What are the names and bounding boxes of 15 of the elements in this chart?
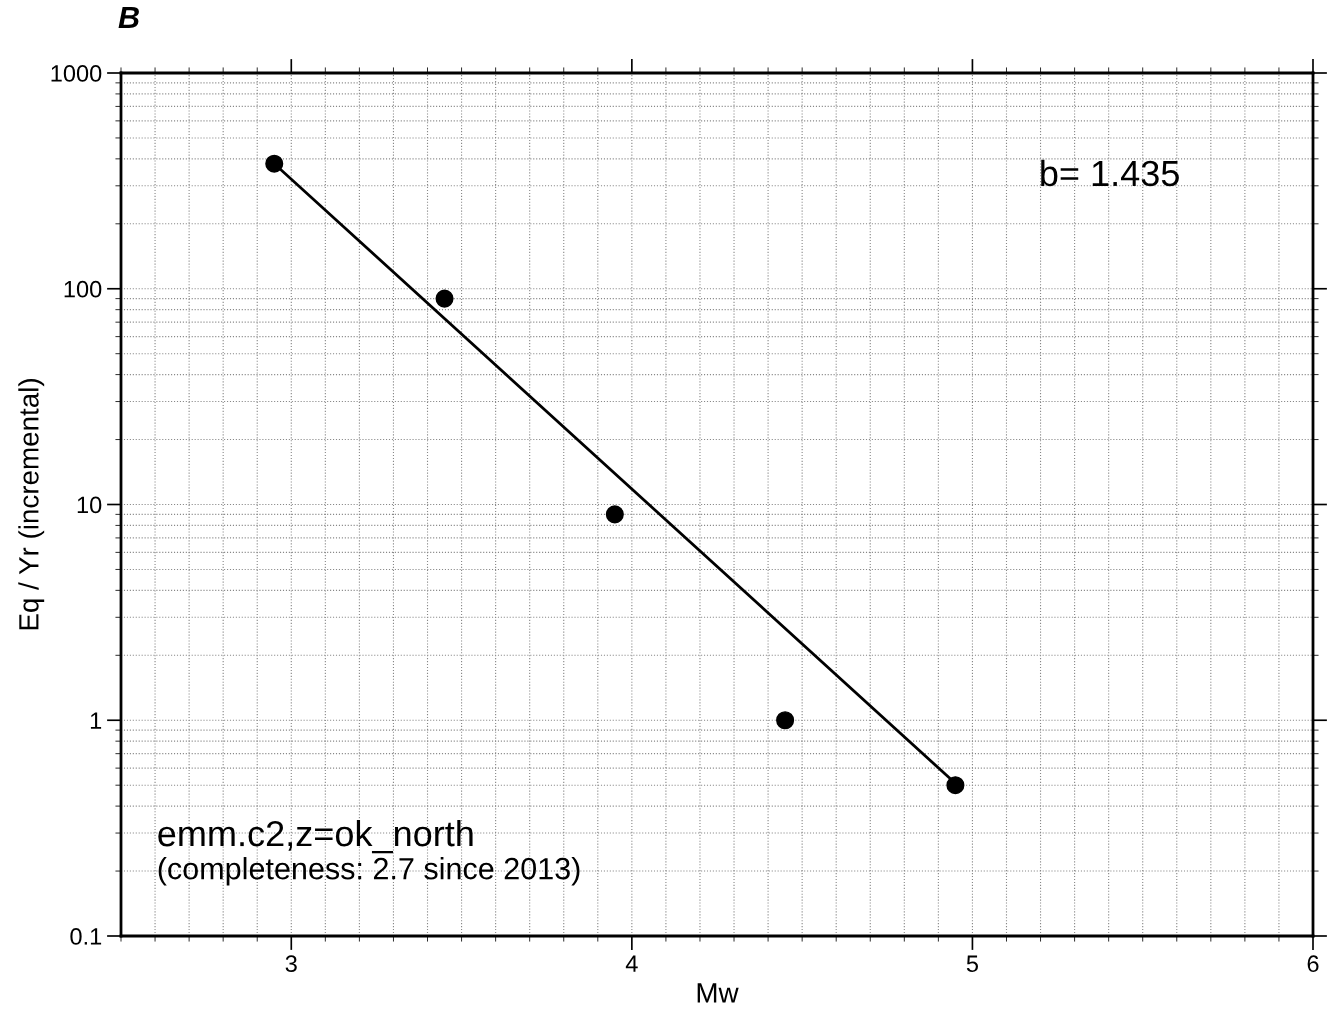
y-tick-label: 1000 <box>51 65 102 82</box>
x-tick-label: 6 <box>1307 955 1319 973</box>
annotation: b= 1.435 <box>1041 159 1179 187</box>
x-tick-label: 3 <box>285 955 297 973</box>
chart-title: B <box>118 6 139 28</box>
x-tick-label: 5 <box>966 955 978 973</box>
y-tick-label: 1 <box>90 712 102 729</box>
annotation: emm.c2,z=ok_north <box>158 819 473 854</box>
x-tick-label: 4 <box>625 955 638 972</box>
x-axis-title: Mw <box>697 983 739 1003</box>
y-tick-label: 10 <box>77 496 102 514</box>
y-tick-label: 0.1 <box>70 928 102 945</box>
y-axis-title: Eq / Yr (incremental) <box>18 379 45 630</box>
annotation: (completeness: 2.7 since 2013) <box>158 857 580 886</box>
y-tick-label: 100 <box>64 280 102 298</box>
